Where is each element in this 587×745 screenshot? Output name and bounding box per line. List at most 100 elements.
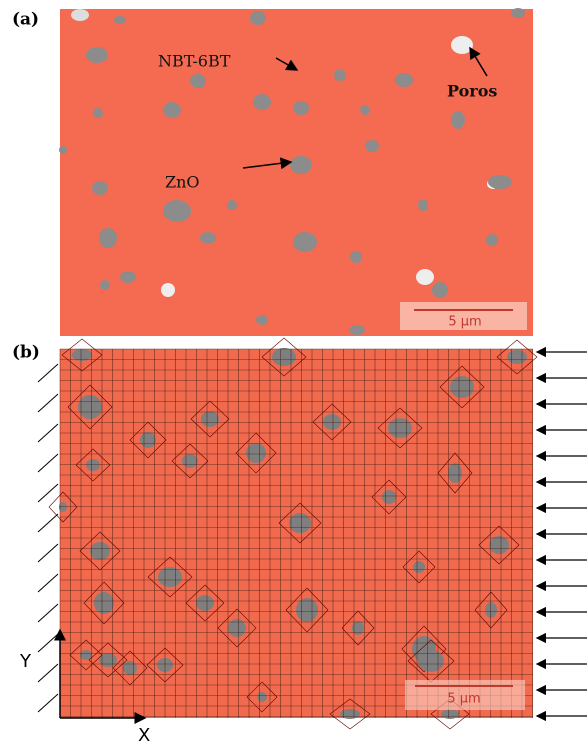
particle xyxy=(349,325,365,335)
particle xyxy=(196,595,214,611)
constraint xyxy=(37,633,59,653)
particle xyxy=(441,709,459,719)
constraint xyxy=(37,513,59,533)
particle xyxy=(71,9,89,21)
particle xyxy=(486,234,498,246)
refined-mesh xyxy=(261,337,307,377)
particle xyxy=(86,47,108,63)
refined-mesh xyxy=(48,491,78,523)
refined-mesh xyxy=(235,432,277,474)
particle xyxy=(382,490,396,504)
refined-mesh xyxy=(246,681,278,713)
particle xyxy=(227,200,237,210)
particle xyxy=(72,349,92,361)
refined-mesh xyxy=(79,531,121,571)
particle xyxy=(99,228,117,248)
refined-mesh xyxy=(478,525,520,565)
refined-mesh xyxy=(474,591,508,629)
constraint xyxy=(37,363,59,383)
refined-mesh xyxy=(401,625,447,673)
particle xyxy=(163,200,191,222)
particle xyxy=(451,111,465,129)
particle xyxy=(200,232,216,244)
constraint xyxy=(37,423,59,443)
particle xyxy=(365,140,379,152)
particle xyxy=(190,74,206,88)
constraint xyxy=(37,453,59,473)
particle xyxy=(80,650,92,660)
particle xyxy=(485,602,497,618)
constraint xyxy=(37,393,59,413)
micrograph-b xyxy=(60,349,533,718)
particle xyxy=(94,592,114,614)
refined-mesh xyxy=(437,452,473,494)
particle xyxy=(289,513,311,533)
particle xyxy=(201,411,219,427)
mesh xyxy=(59,348,533,718)
particle xyxy=(114,16,126,24)
particle xyxy=(432,282,448,298)
particle xyxy=(511,8,525,18)
particle xyxy=(257,692,267,702)
refined-mesh xyxy=(496,339,538,375)
refined-mesh xyxy=(285,587,329,633)
particle xyxy=(59,146,67,154)
constraint xyxy=(37,603,59,623)
particle xyxy=(395,73,413,87)
particle xyxy=(253,94,271,110)
refined-mesh xyxy=(129,421,167,459)
constraint xyxy=(37,543,59,563)
refined-mesh xyxy=(83,581,125,625)
particle xyxy=(161,283,175,297)
particle xyxy=(182,454,198,468)
annotation: Poros xyxy=(447,82,497,101)
refined-mesh xyxy=(312,403,352,441)
boundary-arrows xyxy=(37,346,587,722)
constraint xyxy=(37,573,59,593)
particle xyxy=(340,709,360,719)
particle xyxy=(413,561,425,573)
refined-mesh xyxy=(217,608,257,648)
particle xyxy=(323,414,341,430)
particle xyxy=(448,463,462,483)
particle xyxy=(450,376,474,398)
refined-mesh xyxy=(147,556,193,598)
arrow xyxy=(469,46,488,77)
annotation: ZnO xyxy=(165,173,200,192)
particle xyxy=(418,199,428,211)
refined-mesh xyxy=(371,479,407,515)
particle xyxy=(416,269,434,285)
refined-mesh xyxy=(67,384,113,430)
constraint xyxy=(37,483,59,503)
particle xyxy=(293,101,309,115)
particle xyxy=(140,432,156,448)
particle xyxy=(350,251,362,263)
particle xyxy=(59,502,67,512)
refined-mesh xyxy=(69,639,103,671)
particles-a xyxy=(59,8,525,335)
particle xyxy=(163,102,181,118)
particle xyxy=(246,443,266,463)
refined-mesh xyxy=(278,502,322,544)
constraint xyxy=(37,663,59,683)
arrow xyxy=(242,157,293,170)
particle xyxy=(92,181,108,195)
refined-mesh xyxy=(439,365,485,409)
particle xyxy=(90,542,110,560)
refined-mesh xyxy=(341,610,375,646)
particle xyxy=(123,661,137,675)
panel-label: (a) xyxy=(12,10,39,30)
panel-label: (b) xyxy=(12,343,40,363)
particle xyxy=(352,621,364,635)
scale-label: 5 µm xyxy=(448,315,481,330)
constraint xyxy=(37,693,59,713)
particle xyxy=(388,418,412,438)
particle xyxy=(489,536,509,554)
particle xyxy=(507,350,527,364)
axis-label: Y xyxy=(19,651,32,672)
refined-mesh xyxy=(402,550,436,584)
axis-label: X xyxy=(138,725,150,745)
particle xyxy=(451,36,473,54)
refined-mesh xyxy=(61,338,103,372)
